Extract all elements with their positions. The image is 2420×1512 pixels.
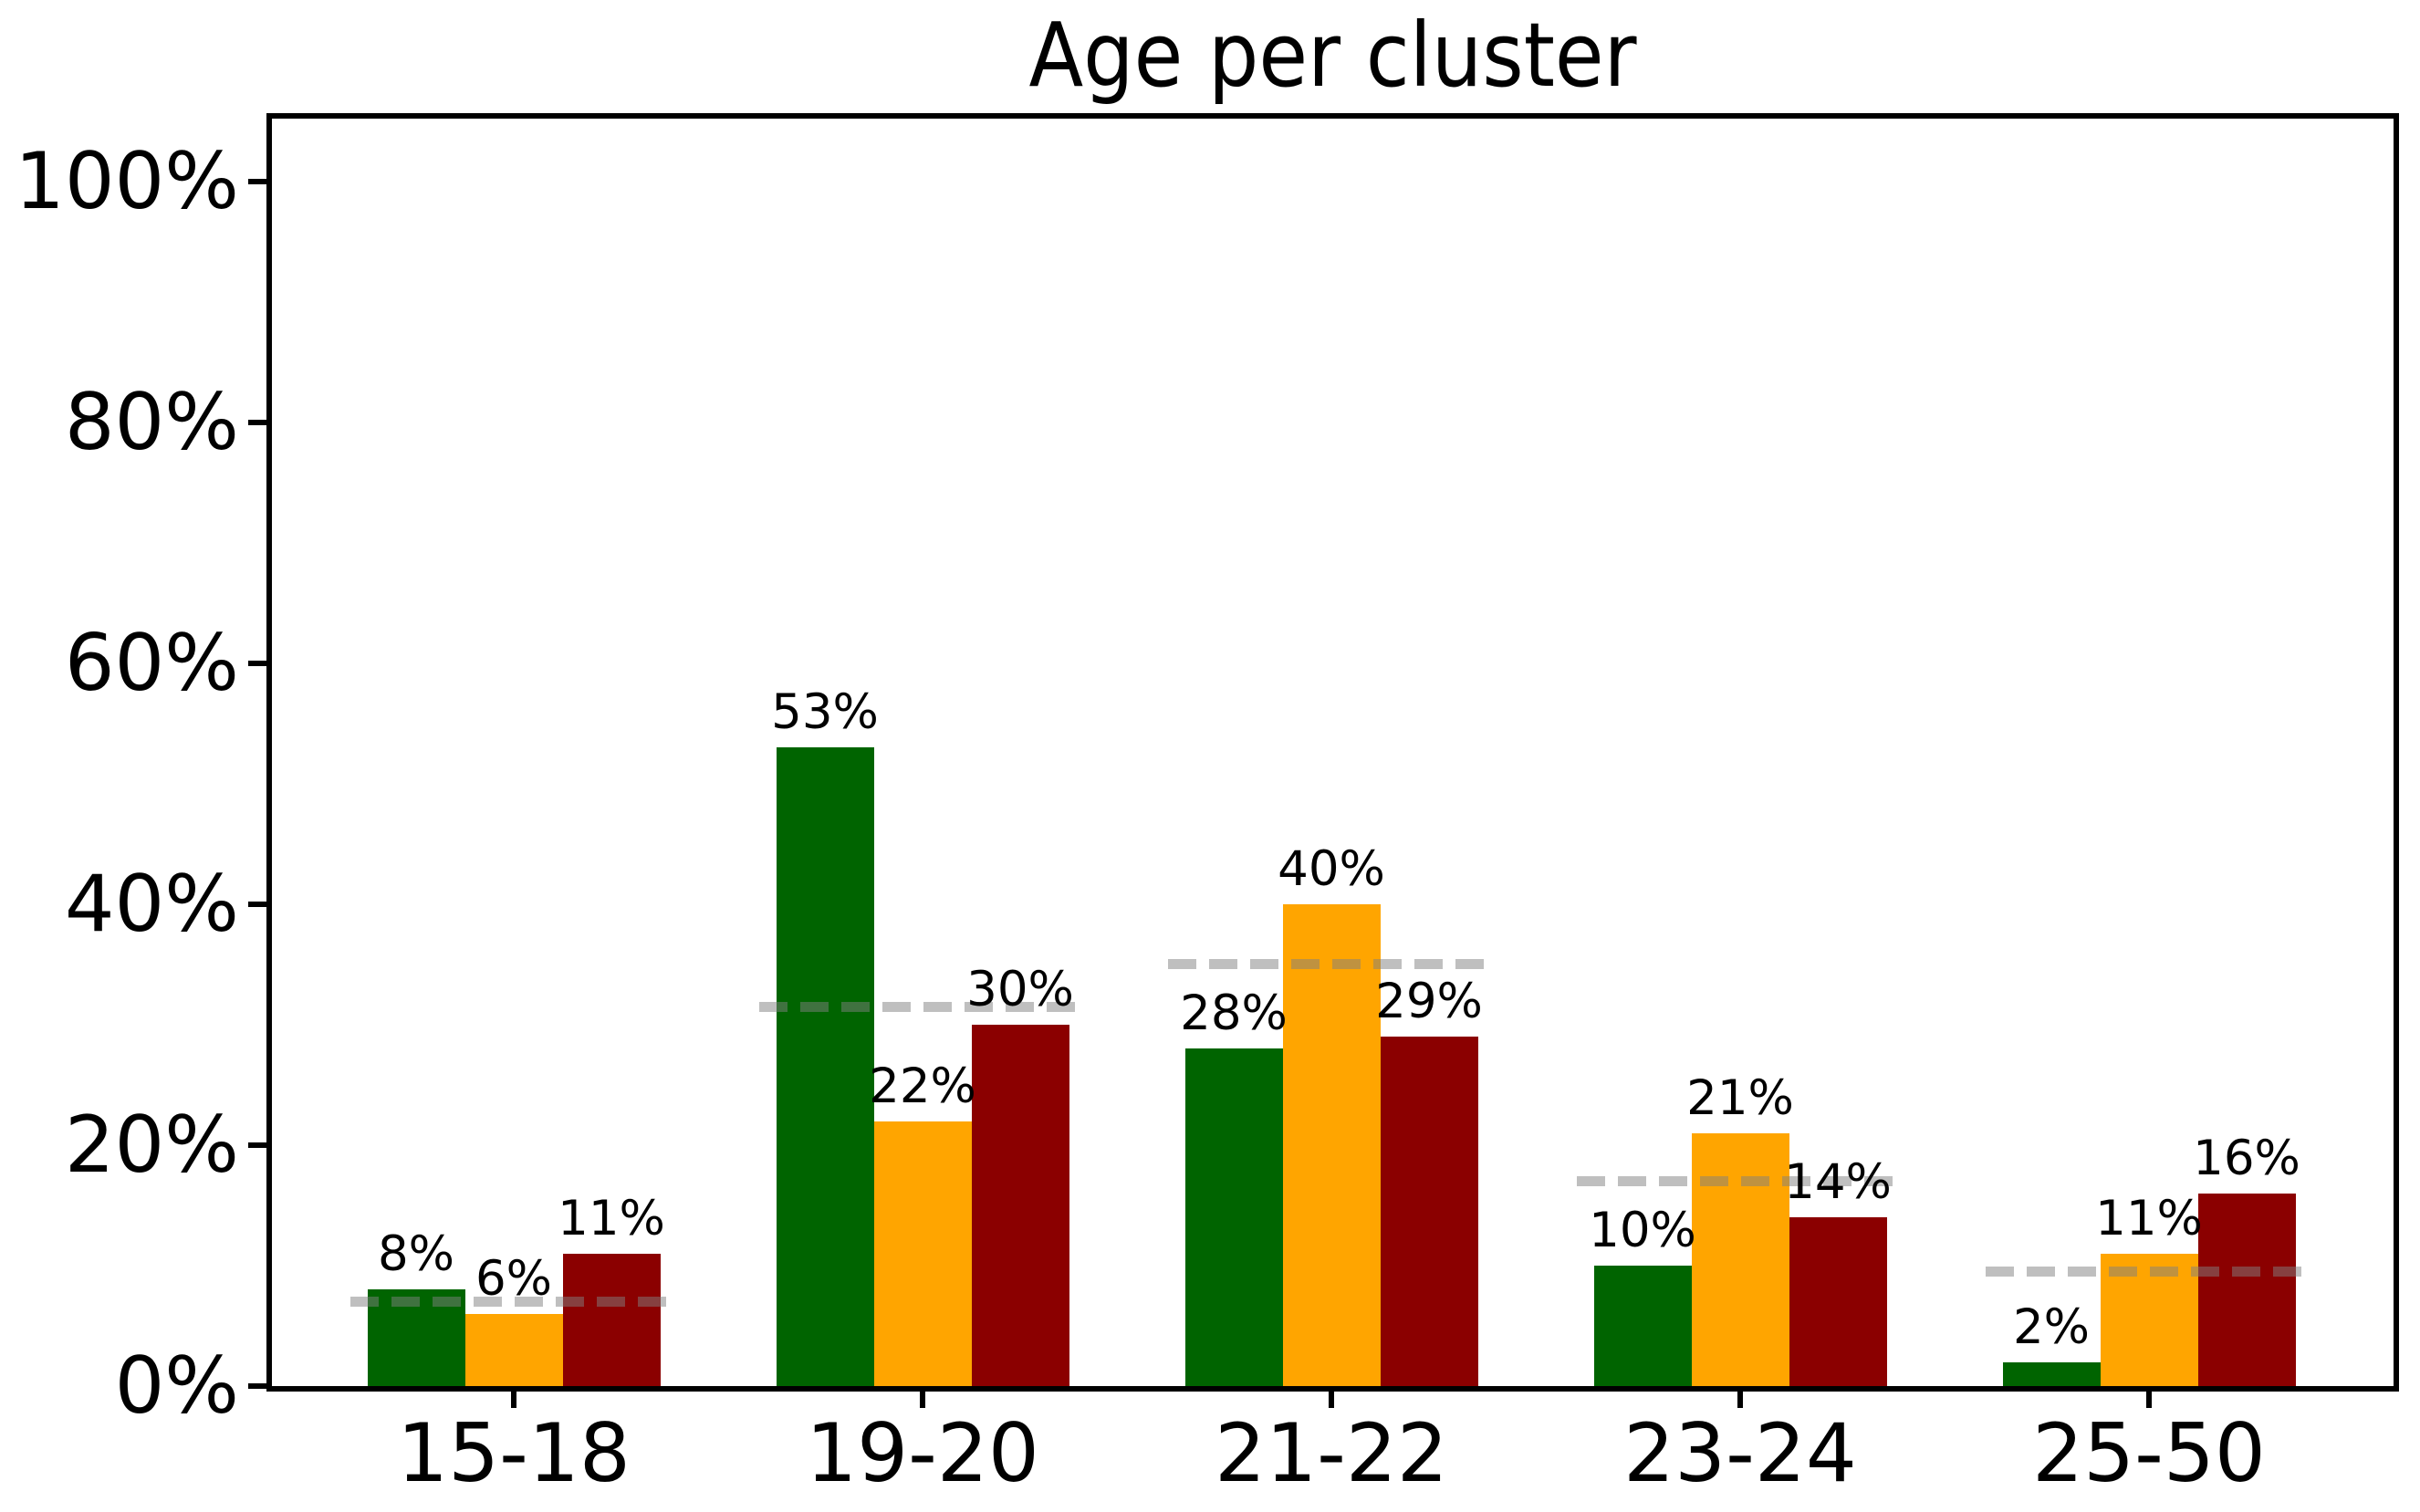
bar-value-label: 53% <box>771 684 879 741</box>
y-axis-tick <box>248 178 266 184</box>
bar-value-label: 21% <box>1686 1069 1794 1126</box>
bar-value-label: 11% <box>2095 1190 2203 1246</box>
x-axis-tick-label: 15-18 <box>397 1406 631 1500</box>
y-axis-tick-label: 100% <box>15 135 239 227</box>
x-axis-tick <box>511 1392 516 1408</box>
bar-group: 10% 21% 14% <box>1536 119 1945 1386</box>
x-axis-tick <box>920 1392 925 1408</box>
bar-cluster-darkred <box>1789 1217 1887 1386</box>
bar-value-label: 10% <box>1589 1202 1696 1258</box>
bar-value-label: 16% <box>2193 1130 2300 1186</box>
y-axis-tick-label: 80% <box>64 376 239 468</box>
bar-group: 8% 6% 11% <box>309 119 718 1386</box>
dashed-reference-line <box>1577 1176 1904 1187</box>
bar-cluster-darkred <box>2197 1193 2296 1386</box>
x-axis-tick <box>2146 1392 2152 1408</box>
bar-cluster-darkred <box>971 1024 1069 1386</box>
bar-cluster-darkred <box>1380 1037 1478 1386</box>
dashed-reference-line <box>759 1001 1086 1012</box>
dashed-reference-line <box>1168 959 1495 970</box>
bar-value-label: 22% <box>869 1058 976 1114</box>
x-axis-tick-label: 19-20 <box>806 1406 1039 1500</box>
y-axis-tick <box>248 419 266 425</box>
x-axis-tick-label: 21-22 <box>1215 1406 1448 1500</box>
bar-cluster-green <box>776 747 874 1386</box>
bar-group: 28% 40% 29% <box>1127 119 1536 1386</box>
dashed-reference-line <box>350 1297 677 1308</box>
bar-value-label: 6% <box>475 1250 553 1307</box>
y-axis-tick-label: 40% <box>64 858 239 950</box>
bar-value-label: 30% <box>966 961 1074 1017</box>
y-axis-tick-label: 20% <box>64 1099 239 1191</box>
bar-cluster-green <box>1184 1048 1283 1386</box>
dashed-reference-line <box>1986 1267 2312 1277</box>
y-axis-tick <box>248 660 266 666</box>
y-axis-tick <box>248 1383 266 1389</box>
bar-cluster-orange <box>1282 903 1381 1386</box>
y-axis-tick <box>248 1142 266 1148</box>
plot-area: 8% 6% 11% 53% 22% 30% 28% 40% 29% 10% 21% 14% 2% 11% 1… <box>266 113 2399 1392</box>
bar-group: 2% 11% 16% <box>1945 119 2353 1386</box>
bar-cluster-orange <box>873 1121 972 1386</box>
bar-cluster-darkred <box>562 1253 661 1386</box>
bar-value-label: 40% <box>1278 840 1385 897</box>
bar-value-label: 2% <box>2012 1298 2091 1355</box>
bar-value-label: 29% <box>1375 974 1483 1030</box>
x-axis-tick-label: 25-50 <box>2032 1406 2266 1500</box>
x-axis-tick-label: 23-24 <box>1623 1406 1857 1500</box>
bar-cluster-green <box>2002 1361 2101 1386</box>
bar-cluster-green <box>1593 1265 1692 1386</box>
bar-value-label: 28% <box>1180 985 1288 1042</box>
x-axis-tick <box>1737 1392 1743 1408</box>
bar-group: 53% 22% 30% <box>718 119 1127 1386</box>
bar-value-label: 8% <box>377 1226 455 1283</box>
chart-title: Age per cluster <box>1028 4 1637 107</box>
bar-cluster-orange <box>464 1313 563 1386</box>
bar-value-label: 14% <box>1784 1154 1892 1211</box>
y-axis-tick <box>248 901 266 907</box>
y-axis-tick-label: 60% <box>64 617 239 709</box>
y-axis-tick-label: 0% <box>114 1340 239 1432</box>
bar-value-label: 11% <box>558 1190 665 1246</box>
x-axis-tick <box>1329 1392 1334 1408</box>
bar-cluster-orange <box>1691 1132 1789 1386</box>
